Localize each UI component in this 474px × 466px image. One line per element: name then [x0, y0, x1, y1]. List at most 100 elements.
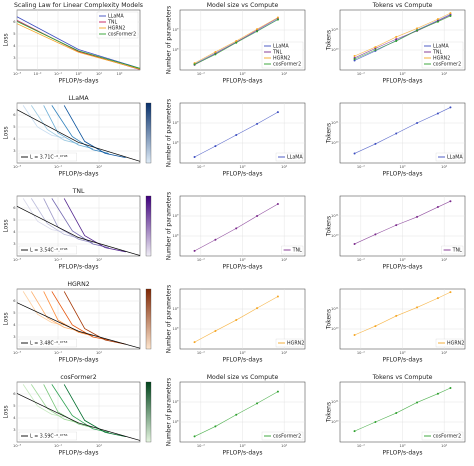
x-tick-label: 10⁻³: [13, 351, 21, 355]
y-tick-label: 10⁸: [172, 420, 179, 424]
x-tick-label: 10⁻³: [13, 444, 21, 448]
data-point: [353, 242, 356, 245]
data-point: [374, 142, 377, 145]
x-tick-label: 10⁻³: [13, 72, 21, 76]
legend-label: LLaMA: [273, 44, 289, 50]
data-point: [395, 412, 398, 415]
loss-curve: [51, 291, 109, 341]
x-axis-label: PFLOP/s-days: [382, 450, 422, 457]
x-tick-label: 10⁰: [239, 165, 246, 169]
data-point: [276, 202, 279, 205]
x-tick-label: 10⁻¹: [54, 351, 62, 355]
x-tick-label: 10²: [116, 72, 123, 76]
legend-label: HGRN2: [447, 341, 464, 347]
data-point: [276, 18, 279, 21]
x-axis-label: PFLOP/s-days: [222, 450, 262, 457]
data-point: [353, 334, 356, 337]
data-point: [436, 206, 439, 209]
x-axis-label: PFLOP/s-days: [58, 264, 98, 271]
data-point: [449, 106, 452, 109]
loss-curve: [30, 291, 79, 332]
panel-title: Model size vs Compute: [207, 374, 279, 381]
data-point: [276, 111, 279, 114]
y-tick-label: 5: [13, 125, 15, 129]
data-point: [193, 341, 196, 344]
data-point: [449, 15, 452, 18]
legend-label: L = 3.71C⁻⁰.⁰⁷⁹⁸: [30, 155, 68, 161]
loss-curve: [30, 105, 79, 145]
legend-box: [281, 245, 304, 255]
data-point: [436, 392, 439, 395]
x-axis-label: PFLOP/s-days: [222, 357, 262, 364]
data-point: [256, 122, 259, 125]
x-tick-label: 10⁻²: [197, 165, 205, 169]
y-tick-label: 10¹⁰: [331, 420, 339, 424]
data-point: [214, 53, 217, 56]
legend-label: cosFormer2: [273, 62, 301, 68]
y-tick-label: 4: [13, 416, 16, 420]
loss-curve: [51, 384, 109, 433]
data-point: [449, 12, 452, 15]
legend-label: cosFormer2: [273, 434, 301, 440]
x-tick-label: 10⁰: [399, 444, 406, 448]
legend-box: [421, 431, 464, 441]
legend-box: [261, 431, 304, 441]
legend-box: [435, 152, 464, 162]
panel-title: Tokens vs Compute: [372, 2, 433, 9]
y-tick-label: 4: [13, 323, 16, 327]
y-axis-label: Loss: [3, 33, 10, 46]
trend-line: [354, 387, 451, 432]
y-tick-label: 4: [13, 137, 16, 141]
data-point: [276, 390, 279, 393]
y-tick-label: 10¹¹: [331, 400, 339, 404]
data-point: [214, 238, 217, 241]
loss-curve: [51, 105, 109, 154]
y-tick-label: 6: [13, 206, 16, 210]
y-axis-label: Tokens: [326, 216, 333, 237]
data-point: [416, 122, 419, 124]
legend-box: [435, 338, 464, 348]
data-point: [353, 152, 356, 155]
x-tick-label: 10⁻²: [197, 444, 205, 448]
loss-curve: [16, 302, 141, 349]
legend-label: TNL: [107, 20, 118, 26]
legend-box: [275, 338, 304, 348]
y-axis-label: Loss: [3, 405, 10, 418]
colorbar: [145, 102, 152, 164]
data-point: [193, 249, 196, 252]
data-point: [214, 329, 217, 332]
y-tick-label: 4: [13, 44, 16, 48]
data-point: [235, 134, 238, 137]
data-point: [256, 402, 259, 405]
x-tick-label: 10²: [281, 444, 288, 448]
x-tick-label: 10⁰: [75, 72, 82, 76]
y-tick-label: 10⁹: [172, 28, 179, 32]
x-tick-label: 10⁻³: [13, 165, 21, 169]
x-tick-label: 10¹: [96, 165, 103, 169]
x-tick-label: 10⁻¹: [54, 72, 62, 76]
x-tick-label: 10⁻²: [197, 258, 205, 262]
panel-title: LLaMA: [68, 95, 89, 102]
y-axis-label: Tokens: [326, 402, 333, 423]
colorbar: [145, 288, 152, 350]
loss-curve: [63, 198, 126, 253]
x-tick-label: 10⁻²: [197, 351, 205, 355]
data-point: [436, 297, 439, 300]
x-tick-label: 10⁰: [399, 351, 406, 355]
x-tick-label: 10²: [281, 351, 288, 355]
loss-curve: [63, 384, 126, 437]
x-tick-label: 10⁻²: [357, 72, 365, 76]
data-point: [374, 46, 377, 49]
loss-curve: [63, 291, 126, 345]
loss-curve: [16, 393, 141, 441]
loss-curve: [16, 109, 141, 162]
x-tick-label: 10⁰: [239, 351, 246, 355]
y-tick-label: 10¹⁰: [331, 327, 339, 331]
y-axis-label: Tokens: [326, 309, 333, 330]
x-tick-label: 10⁻²: [197, 72, 205, 76]
y-axis-label: Number of parameters: [166, 6, 173, 75]
x-tick-label: 10⁰: [239, 444, 246, 448]
data-point: [193, 155, 196, 158]
loss-curve: [30, 198, 79, 239]
loss-curve: [16, 206, 141, 256]
